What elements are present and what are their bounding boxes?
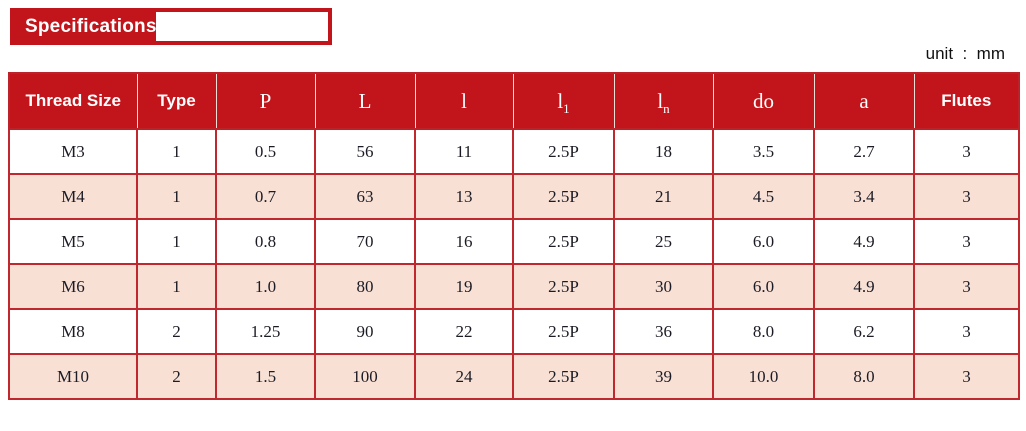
unit-label: unit : mm [925, 44, 1005, 63]
cell-m3-a: 2.7 [813, 128, 915, 175]
cell-m10-a: 8.0 [813, 353, 915, 400]
cell-m5-l1: 2.5P [512, 218, 615, 265]
column-header-flutes: Flutes [913, 73, 1019, 130]
cell-m5-l: 16 [414, 218, 514, 265]
cell-m8-type: 2 [136, 308, 217, 355]
cell-m8-flutes: 3 [913, 308, 1020, 355]
cell-m10-do: 10.0 [712, 353, 815, 400]
cell-m8-l: 22 [414, 308, 514, 355]
column-header-do: do [712, 73, 814, 130]
column-header-l-cap: L [314, 73, 415, 130]
cell-m6-type: 1 [136, 263, 217, 310]
cell-m10-type: 2 [136, 353, 217, 400]
cell-m3-l-cap: 56 [314, 128, 416, 175]
cell-m5-type: 1 [136, 218, 217, 265]
cell-m3-thread-size: M3 [8, 128, 138, 175]
cell-m5-do: 6.0 [712, 218, 815, 265]
table-row-m6: M6 1 1.0 80 19 2.5P 30 6.0 4.9 3 [8, 263, 1020, 310]
cell-m10-l-cap: 100 [314, 353, 416, 400]
specifications-badge-empty-box [156, 12, 328, 41]
cell-m3-ln: 18 [613, 128, 714, 175]
column-header-p: P [215, 73, 315, 130]
cell-m10-flutes: 3 [913, 353, 1020, 400]
cell-m4-ln: 21 [613, 173, 714, 220]
cell-m4-do: 4.5 [712, 173, 815, 220]
cell-m4-l-cap: 63 [314, 173, 416, 220]
specifications-badge: Specifications [10, 8, 332, 45]
cell-m4-l: 13 [414, 173, 514, 220]
cell-m3-l: 11 [414, 128, 514, 175]
cell-m3-type: 1 [136, 128, 217, 175]
cell-m4-flutes: 3 [913, 173, 1020, 220]
cell-m8-l1: 2.5P [512, 308, 615, 355]
cell-m5-ln: 25 [613, 218, 714, 265]
cell-m8-l-cap: 90 [314, 308, 416, 355]
cell-m10-thread-size: M10 [8, 353, 138, 400]
cell-m8-thread-size: M8 [8, 308, 138, 355]
cell-m10-p: 1.5 [215, 353, 316, 400]
cell-m10-ln: 39 [613, 353, 714, 400]
cell-m10-l1: 2.5P [512, 353, 615, 400]
table-row-m4: M4 1 0.7 63 13 2.5P 21 4.5 3.4 3 [8, 173, 1020, 220]
cell-m6-l: 19 [414, 263, 514, 310]
cell-m4-l1: 2.5P [512, 173, 615, 220]
table-row-m10: M10 2 1.5 100 24 2.5P 39 10.0 8.0 3 [8, 353, 1020, 400]
cell-m6-do: 6.0 [712, 263, 815, 310]
column-header-thread-size: Thread Size [8, 73, 137, 130]
table-row-m8: M8 2 1.25 90 22 2.5P 36 8.0 6.2 3 [8, 308, 1020, 355]
column-header-l: l [414, 73, 513, 130]
cell-m8-do: 8.0 [712, 308, 815, 355]
cell-m3-p: 0.5 [215, 128, 316, 175]
column-header-l1: l1 [512, 73, 614, 130]
table-row-m5: M5 1 0.8 70 16 2.5P 25 6.0 4.9 3 [8, 218, 1020, 265]
table-row-m3: M3 1 0.5 56 11 2.5P 18 3.5 2.7 3 [8, 128, 1020, 175]
specifications-badge-label: Specifications [25, 15, 157, 37]
cell-m3-flutes: 3 [913, 128, 1020, 175]
cell-m8-ln: 36 [613, 308, 714, 355]
column-header-a: a [813, 73, 914, 130]
cell-m3-do: 3.5 [712, 128, 815, 175]
cell-m8-a: 6.2 [813, 308, 915, 355]
cell-m6-l-cap: 80 [314, 263, 416, 310]
cell-m5-a: 4.9 [813, 218, 915, 265]
cell-m4-p: 0.7 [215, 173, 316, 220]
column-header-ln: ln [613, 73, 713, 130]
cell-m4-a: 3.4 [813, 173, 915, 220]
cell-m8-p: 1.25 [215, 308, 316, 355]
cell-m3-l1: 2.5P [512, 128, 615, 175]
cell-m6-thread-size: M6 [8, 263, 138, 310]
cell-m5-p: 0.8 [215, 218, 316, 265]
cell-m5-flutes: 3 [913, 218, 1020, 265]
cell-m6-p: 1.0 [215, 263, 316, 310]
cell-m6-l1: 2.5P [512, 263, 615, 310]
column-header-type: Type [136, 73, 216, 130]
cell-m6-a: 4.9 [813, 263, 915, 310]
cell-m6-ln: 30 [613, 263, 714, 310]
cell-m4-type: 1 [136, 173, 217, 220]
cell-m6-flutes: 3 [913, 263, 1020, 310]
cell-m5-l-cap: 70 [314, 218, 416, 265]
cell-m10-l: 24 [414, 353, 514, 400]
cell-m5-thread-size: M5 [8, 218, 138, 265]
cell-m4-thread-size: M4 [8, 173, 138, 220]
